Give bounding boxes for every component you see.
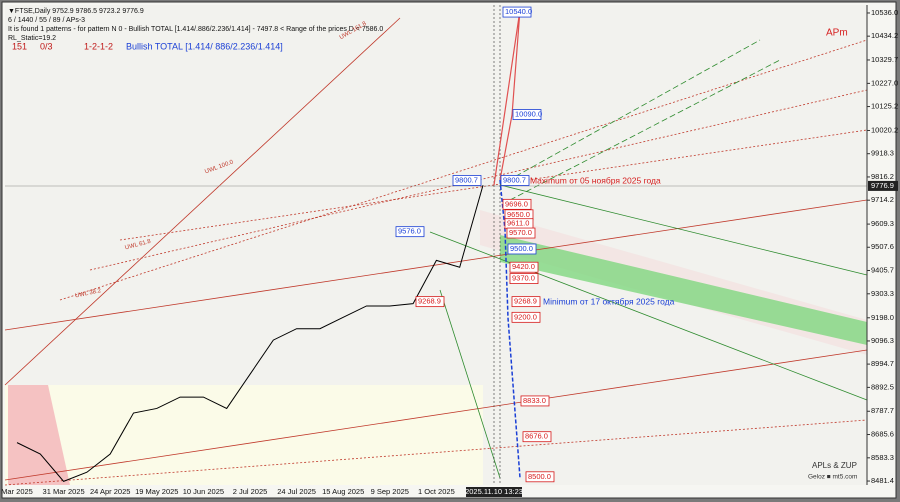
x-tick-label: 24 Apr 2025 bbox=[90, 487, 130, 496]
level-label: 9650.0 bbox=[507, 210, 530, 219]
y-tick-label: 9714.2 bbox=[871, 195, 894, 204]
level-label: 9420.0 bbox=[512, 262, 535, 271]
level-box bbox=[512, 109, 542, 120]
level-label: 9576.0 bbox=[398, 227, 421, 236]
level-box bbox=[506, 227, 536, 239]
zone bbox=[500, 235, 867, 345]
x-tick-label: 24 Jul 2025 bbox=[277, 487, 316, 496]
fork-lines bbox=[4, 17, 868, 486]
y-tick-label: 8583.3 bbox=[871, 453, 894, 462]
projection bbox=[493, 9, 521, 186]
level-box bbox=[509, 261, 539, 273]
line-label: UWL 38.2 bbox=[74, 288, 102, 300]
y-tick-label: 10227.0 bbox=[871, 78, 898, 87]
y-tick-label: 9507.6 bbox=[871, 242, 894, 251]
price-line bbox=[16, 185, 484, 482]
x-tick-label: 15 Aug 2025 bbox=[322, 487, 364, 496]
level-label: 9500.0 bbox=[510, 244, 533, 253]
level-label: 10540.0 bbox=[505, 7, 532, 16]
cursor-box bbox=[466, 487, 522, 497]
level-box bbox=[500, 175, 530, 186]
y-tick-label: 8685.6 bbox=[871, 430, 894, 439]
level-label: 9268.9 bbox=[418, 297, 441, 306]
zone bbox=[5, 385, 483, 485]
level-label: 8500.0 bbox=[528, 472, 551, 481]
level-box bbox=[522, 431, 552, 443]
level-box bbox=[452, 175, 482, 186]
y-tick-label: 10020.2 bbox=[871, 125, 898, 134]
level-label: 9611.0 bbox=[507, 219, 529, 228]
channel-lines bbox=[429, 39, 868, 479]
y-tick-label: 9816.2 bbox=[871, 172, 894, 181]
x-tick-label: 1 Oct 2025 bbox=[418, 487, 455, 496]
counter: 0/3 bbox=[40, 41, 53, 51]
y-tick-label: 10536.0 bbox=[871, 8, 898, 17]
y-tick-label: 9609.3 bbox=[871, 219, 894, 228]
level-label: 8676.0 bbox=[525, 432, 548, 441]
y-tick-label: 8481.4 bbox=[871, 476, 894, 485]
site: Geloz ■ mt5.com bbox=[808, 474, 857, 481]
y-tick-label: 9918.3 bbox=[871, 149, 894, 158]
y-tick-label: 9405.7 bbox=[871, 265, 894, 274]
level-label: 9800.7 bbox=[503, 175, 526, 184]
level-label: 8833.0 bbox=[523, 396, 546, 405]
pattern-name: Bullish TOTAL [1.414/ 886/2.236/1.414] bbox=[126, 41, 283, 51]
level-box bbox=[395, 226, 425, 238]
x-tick-label: 31 Mar 2025 bbox=[43, 487, 85, 496]
x-tick-label: 2 Jul 2025 bbox=[233, 487, 268, 496]
x-tick-label: 9 Sep 2025 bbox=[371, 487, 409, 496]
current-price-box bbox=[868, 180, 898, 191]
level-box bbox=[502, 6, 532, 18]
counter: 151 bbox=[12, 41, 27, 51]
y-tick-label: 9303.3 bbox=[871, 289, 894, 298]
cursor-label: 2025.11.10 13:23 bbox=[465, 487, 523, 496]
header: ▼FTSE,Daily 9752.9 9786.5 9723.2 9776.9 bbox=[8, 8, 144, 15]
level-box bbox=[509, 273, 539, 285]
brand: APLs & ZUP bbox=[812, 461, 857, 470]
level-box bbox=[520, 395, 550, 407]
zup bbox=[499, 179, 521, 479]
level-label: 9696.0 bbox=[505, 199, 528, 208]
current-price-label: 9776.9 bbox=[871, 181, 894, 190]
zone bbox=[8, 385, 70, 485]
sequence: 1-2-1-2 bbox=[84, 41, 113, 51]
level-box bbox=[502, 198, 532, 210]
y-tick-label: 10329.7 bbox=[871, 55, 898, 64]
level-box bbox=[511, 296, 541, 308]
level-box bbox=[507, 243, 537, 255]
level-label: 9200.0 bbox=[514, 312, 537, 321]
annotation: Maximum от 05 ноября 2025 года bbox=[530, 175, 661, 185]
x-tick-label: 19 May 2025 bbox=[135, 487, 178, 496]
y-tick-label: 9198.0 bbox=[871, 313, 894, 322]
level-label: 9268.9 bbox=[514, 297, 537, 306]
y-tick-label: 8892.5 bbox=[871, 382, 894, 391]
level-label: 9570.0 bbox=[509, 228, 532, 237]
level-label: 9370.0 bbox=[512, 274, 535, 283]
x-tick-label: Mar 2025 bbox=[1, 487, 33, 496]
level-label: 9800.7 bbox=[455, 175, 478, 184]
level-box bbox=[525, 471, 555, 483]
annotation: Minimum от 17 октября 2025 года bbox=[543, 296, 675, 306]
x-tick-label: 10 Jun 2025 bbox=[183, 487, 224, 496]
header: 6 / 1440 / 55 / 89 / APs-3 bbox=[8, 17, 85, 24]
header: It is found 1 patterns - for pattern N 0… bbox=[8, 26, 383, 33]
corner-tag: APm bbox=[826, 28, 848, 39]
y-tick-label: 10125.2 bbox=[871, 102, 898, 111]
level-label: 10090.0 bbox=[515, 110, 542, 119]
y-tick-label: 8994.7 bbox=[871, 359, 894, 368]
y-tick-label: 9096.3 bbox=[871, 336, 894, 345]
level-box bbox=[415, 296, 445, 308]
y-tick-label: 8787.7 bbox=[871, 406, 894, 415]
header: RL_Static=19.2 bbox=[8, 35, 56, 42]
level-box bbox=[511, 311, 541, 323]
y-tick-label: 10434.2 bbox=[871, 31, 898, 40]
